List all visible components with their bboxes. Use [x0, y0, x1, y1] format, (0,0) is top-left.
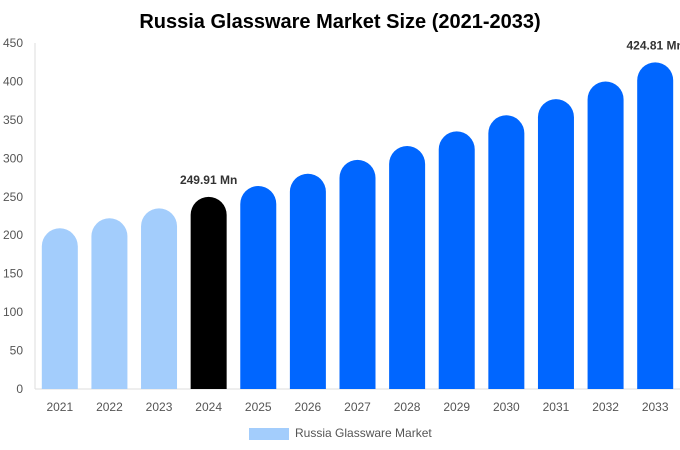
bar-2029 [438, 131, 475, 389]
bar-2022 [91, 218, 128, 389]
bar-2028 [389, 146, 426, 389]
y-tick-label: 300 [3, 151, 23, 165]
bar-2021 [41, 228, 78, 389]
bar-2025 [240, 186, 277, 389]
y-tick-label: 0 [16, 382, 23, 396]
bar-2024 [190, 196, 227, 389]
x-tick-label: 2026 [295, 400, 322, 414]
x-tick-label: 2024 [195, 400, 222, 414]
y-tick-label: 200 [3, 228, 23, 242]
x-tick-label: 2028 [394, 400, 421, 414]
x-tick-label: 2023 [146, 400, 173, 414]
chart-title: Russia Glassware Market Size (2021-2033) [139, 11, 540, 33]
bar-2026 [289, 173, 326, 389]
x-tick-label: 2033 [642, 400, 669, 414]
data-label: 249.91 Mn [180, 173, 237, 187]
x-tick-label: 2022 [96, 400, 123, 414]
data-label: 424.81 Mn [627, 38, 680, 52]
y-tick-label: 50 [10, 344, 24, 358]
x-tick-label: 2021 [46, 400, 73, 414]
x-tick-label: 2027 [344, 400, 371, 414]
bar-2027 [339, 159, 376, 389]
x-tick-label: 2030 [493, 400, 520, 414]
bar-2030 [488, 115, 525, 389]
legend-swatch [249, 428, 289, 440]
y-tick-label: 450 [3, 36, 23, 50]
legend: Russia Glassware Market [249, 426, 432, 440]
bar-2032 [587, 81, 624, 389]
legend-label: Russia Glassware Market [295, 426, 432, 440]
x-tick-label: 2032 [592, 400, 619, 414]
y-tick-label: 350 [3, 113, 23, 127]
bar-2023 [141, 208, 178, 389]
y-tick-label: 150 [3, 267, 23, 281]
bar-2031 [537, 99, 574, 389]
y-tick-label: 250 [3, 190, 23, 204]
x-tick-label: 2029 [443, 400, 470, 414]
y-tick-label: 100 [3, 305, 23, 319]
y-tick-label: 400 [3, 74, 23, 88]
x-tick-label: 2031 [543, 400, 570, 414]
bar-2033 [637, 62, 674, 389]
x-tick-label: 2025 [245, 400, 272, 414]
